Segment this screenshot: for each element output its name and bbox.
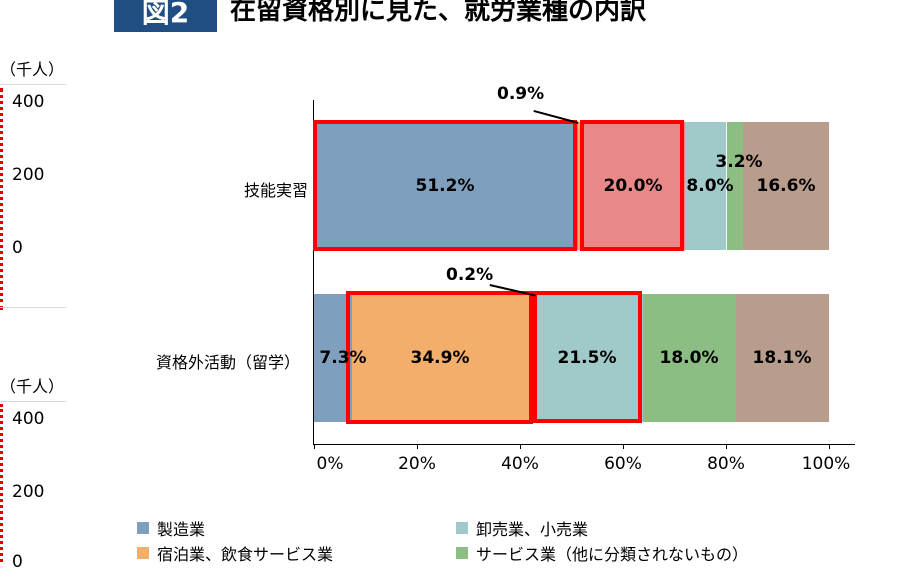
x-tick-mark <box>726 444 727 449</box>
x-tick-mark <box>623 444 624 449</box>
legend-item-services: サービス業（他に分類されないもの） <box>456 541 748 565</box>
y-tick-0: 0 <box>12 238 23 258</box>
bar1-label-wholesale-retail: 8.0% <box>686 176 734 196</box>
y-tick-200: 200 <box>12 482 45 502</box>
legend-item-wholesale-retail: 卸売業、小売業 <box>456 516 588 540</box>
figure-badge: 図2 <box>114 0 217 32</box>
legend-swatch <box>456 547 468 559</box>
x-axis-line <box>313 444 855 445</box>
legend-label: 製造業 <box>157 520 206 539</box>
x-tick-mark <box>417 444 418 449</box>
bar2-label-wholesale-retail: 21.5% <box>557 348 617 368</box>
bar1-segment-manufacturing <box>314 122 578 250</box>
category-label-ryugaku: 資格外活動（留学） <box>155 353 300 372</box>
chart-title: 在留資格別に見た、就労業種の内訳 <box>230 0 647 26</box>
y-tick-200: 200 <box>12 165 45 185</box>
bar1-label-manufacturing: 51.2% <box>415 176 475 196</box>
bar1-segment-lodging-food <box>577 122 583 250</box>
y-tick-400: 400 <box>12 409 45 429</box>
bar2-segment-manufacturing <box>314 294 352 422</box>
red-dotted-line <box>0 88 3 310</box>
bar1-segment-wholesale-retail <box>685 122 727 250</box>
bar2-callout-pink: 0.2% <box>446 265 494 285</box>
bar2-segment-wholesale-retail <box>532 294 643 422</box>
left-chart-unit-top: （千人） <box>0 60 65 79</box>
bar1-segment-services <box>726 122 743 250</box>
left-chart-top-border <box>0 401 66 402</box>
category-label-ginou-jisshu: 技能実習 <box>243 181 308 200</box>
left-chart-bottom-border <box>0 307 66 308</box>
bar1-segment-pink <box>582 122 686 250</box>
left-chart-top-border <box>0 84 66 85</box>
x-tick-20: 20% <box>398 454 436 474</box>
x-tick-80: 80% <box>707 454 745 474</box>
x-tick-mark <box>314 444 315 449</box>
x-tick-0: 0% <box>316 454 344 474</box>
legend-item-lodging-food: 宿泊業、飲食サービス業 <box>137 541 333 565</box>
x-tick-mark <box>520 444 521 449</box>
legend-label: サービス業（他に分類されないもの） <box>476 545 749 564</box>
bar2-label-lodging-food: 34.9% <box>410 348 470 368</box>
bar2-label-brown: 18.1% <box>752 348 812 368</box>
x-tick-60: 60% <box>604 454 642 474</box>
red-dotted-line <box>0 404 3 562</box>
bar1-label-pink: 20.0% <box>603 176 663 196</box>
left-chart-unit-bottom: （千人） <box>0 377 65 396</box>
highlight-box-wholesale-retail <box>533 291 642 423</box>
highlight-box-pink <box>580 120 684 251</box>
bar2-segment-brown <box>735 294 829 422</box>
bar2-segment-services <box>643 294 736 422</box>
bar1-label-services: 3.2% <box>715 152 763 172</box>
y-tick-0: 0 <box>12 552 23 572</box>
highlight-box-manufacturing <box>313 120 577 251</box>
y-tick-400: 400 <box>12 92 45 112</box>
x-tick-mark <box>829 444 830 449</box>
legend-swatch <box>456 522 468 534</box>
legend-swatch <box>137 522 149 534</box>
legend-item-manufacturing: 製造業 <box>137 516 205 540</box>
bar2-label-services: 18.0% <box>659 348 719 368</box>
bar1-segment-brown <box>743 122 829 250</box>
y-axis-line <box>313 100 314 445</box>
x-tick-100: 100% <box>801 454 851 474</box>
x-tick-40: 40% <box>501 454 539 474</box>
bar2-label-manufacturing: 7.3% <box>319 348 367 368</box>
bar1-label-brown: 16.6% <box>756 176 816 196</box>
highlight-box-lodging-food <box>346 291 533 424</box>
bar1-callout-lodging-food: 0.9% <box>497 84 545 104</box>
legend-label: 宿泊業、飲食サービス業 <box>157 545 334 564</box>
legend-label: 卸売業、小売業 <box>476 520 589 539</box>
bar2-segment-lodging-food <box>351 294 532 422</box>
legend-swatch <box>137 547 149 559</box>
